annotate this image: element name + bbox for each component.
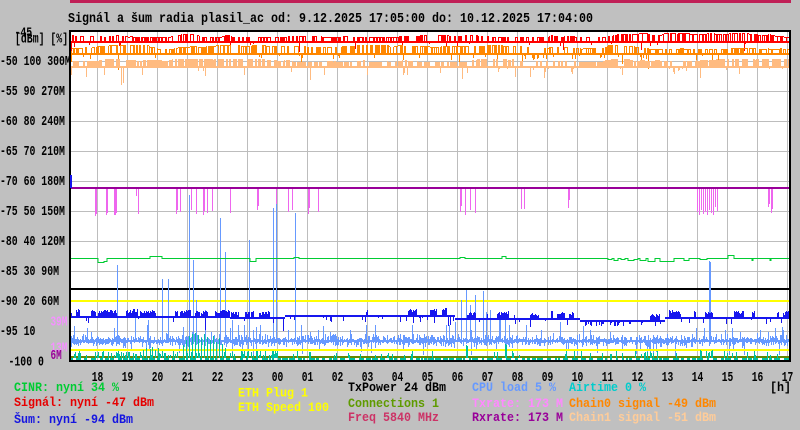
svg-text:16: 16 bbox=[752, 371, 764, 386]
svg-text:15: 15 bbox=[722, 371, 734, 386]
svg-text:-90 20 60M: -90 20 60M bbox=[0, 295, 59, 310]
svg-text:12: 12 bbox=[632, 371, 644, 386]
svg-text:Airtime 0 %: Airtime 0 % bbox=[569, 380, 646, 395]
svg-text:02: 02 bbox=[332, 371, 344, 386]
svg-text:ETH Plug 1: ETH Plug 1 bbox=[238, 386, 308, 401]
svg-text:Rxrate: 173 M: Rxrate: 173 M bbox=[472, 410, 563, 425]
svg-text:06: 06 bbox=[452, 371, 464, 386]
svg-text:05: 05 bbox=[422, 371, 434, 386]
svg-text:17: 17 bbox=[782, 371, 794, 386]
svg-text:TxPower 24 dBm: TxPower 24 dBm bbox=[348, 380, 446, 395]
svg-text:CINR: nyní 34 %: CINR: nyní 34 % bbox=[14, 380, 119, 395]
svg-text:21: 21 bbox=[182, 371, 194, 386]
svg-text:04: 04 bbox=[392, 371, 404, 386]
svg-text:-55 90 270M: -55 90 270M bbox=[0, 85, 65, 100]
svg-text:-95 10: -95 10 bbox=[0, 325, 35, 340]
svg-text:Txrate: 173 M: Txrate: 173 M bbox=[472, 396, 563, 411]
svg-text:20: 20 bbox=[152, 371, 164, 386]
svg-text:10: 10 bbox=[572, 371, 584, 386]
svg-text:-45: -45 bbox=[15, 27, 33, 42]
svg-text:-65 70 210M: -65 70 210M bbox=[0, 145, 65, 160]
svg-text:22: 22 bbox=[212, 371, 224, 386]
svg-text:Connections 1: Connections 1 bbox=[348, 396, 439, 411]
svg-text:01: 01 bbox=[302, 371, 314, 386]
svg-text:23: 23 bbox=[242, 371, 254, 386]
svg-text:18: 18 bbox=[92, 371, 104, 386]
svg-text:ETH Speed 100: ETH Speed 100 bbox=[238, 400, 329, 415]
svg-text:CPU load 5 %: CPU load 5 % bbox=[472, 380, 556, 395]
svg-text:19: 19 bbox=[122, 371, 134, 386]
svg-text:-50 100 300M: -50 100 300M bbox=[0, 55, 71, 70]
svg-text:11: 11 bbox=[602, 371, 614, 386]
svg-text:Signál a šum radia plasil_ac o: Signál a šum radia plasil_ac od: 9.12.20… bbox=[68, 11, 593, 27]
svg-text:-70 60 180M: -70 60 180M bbox=[0, 175, 65, 190]
svg-text:Chain1 signal -51 dBm: Chain1 signal -51 dBm bbox=[569, 410, 716, 425]
svg-text:Freq 5840 MHz: Freq 5840 MHz bbox=[348, 410, 439, 425]
svg-text:Signál: nyní -47 dBm: Signál: nyní -47 dBm bbox=[14, 395, 154, 410]
svg-text:6M: 6M bbox=[51, 349, 62, 364]
svg-text:[dBm] [%]: [dBm] [%] bbox=[15, 33, 68, 48]
svg-text:Šum: nyní -94 dBm: Šum: nyní -94 dBm bbox=[14, 412, 133, 427]
svg-text:03: 03 bbox=[362, 371, 374, 386]
svg-text:14: 14 bbox=[692, 371, 704, 386]
svg-text:-80 40 120M: -80 40 120M bbox=[0, 235, 65, 250]
svg-text:13: 13 bbox=[662, 371, 674, 386]
svg-text:09: 09 bbox=[542, 371, 554, 386]
svg-text:39M: 39M bbox=[51, 316, 68, 331]
svg-text:-100 0: -100 0 bbox=[9, 356, 44, 371]
svg-text:13M: 13M bbox=[51, 342, 68, 357]
svg-text:-75 50 150M: -75 50 150M bbox=[0, 205, 65, 220]
svg-text:[h]: [h] bbox=[770, 380, 791, 395]
svg-text:Chain0 signal -49 dBm: Chain0 signal -49 dBm bbox=[569, 396, 716, 411]
svg-text:07: 07 bbox=[482, 371, 494, 386]
svg-text:-85 30 90M: -85 30 90M bbox=[0, 265, 59, 280]
svg-text:-60 80 240M: -60 80 240M bbox=[0, 115, 65, 130]
svg-text:00: 00 bbox=[272, 371, 284, 386]
svg-text:08: 08 bbox=[512, 371, 524, 386]
